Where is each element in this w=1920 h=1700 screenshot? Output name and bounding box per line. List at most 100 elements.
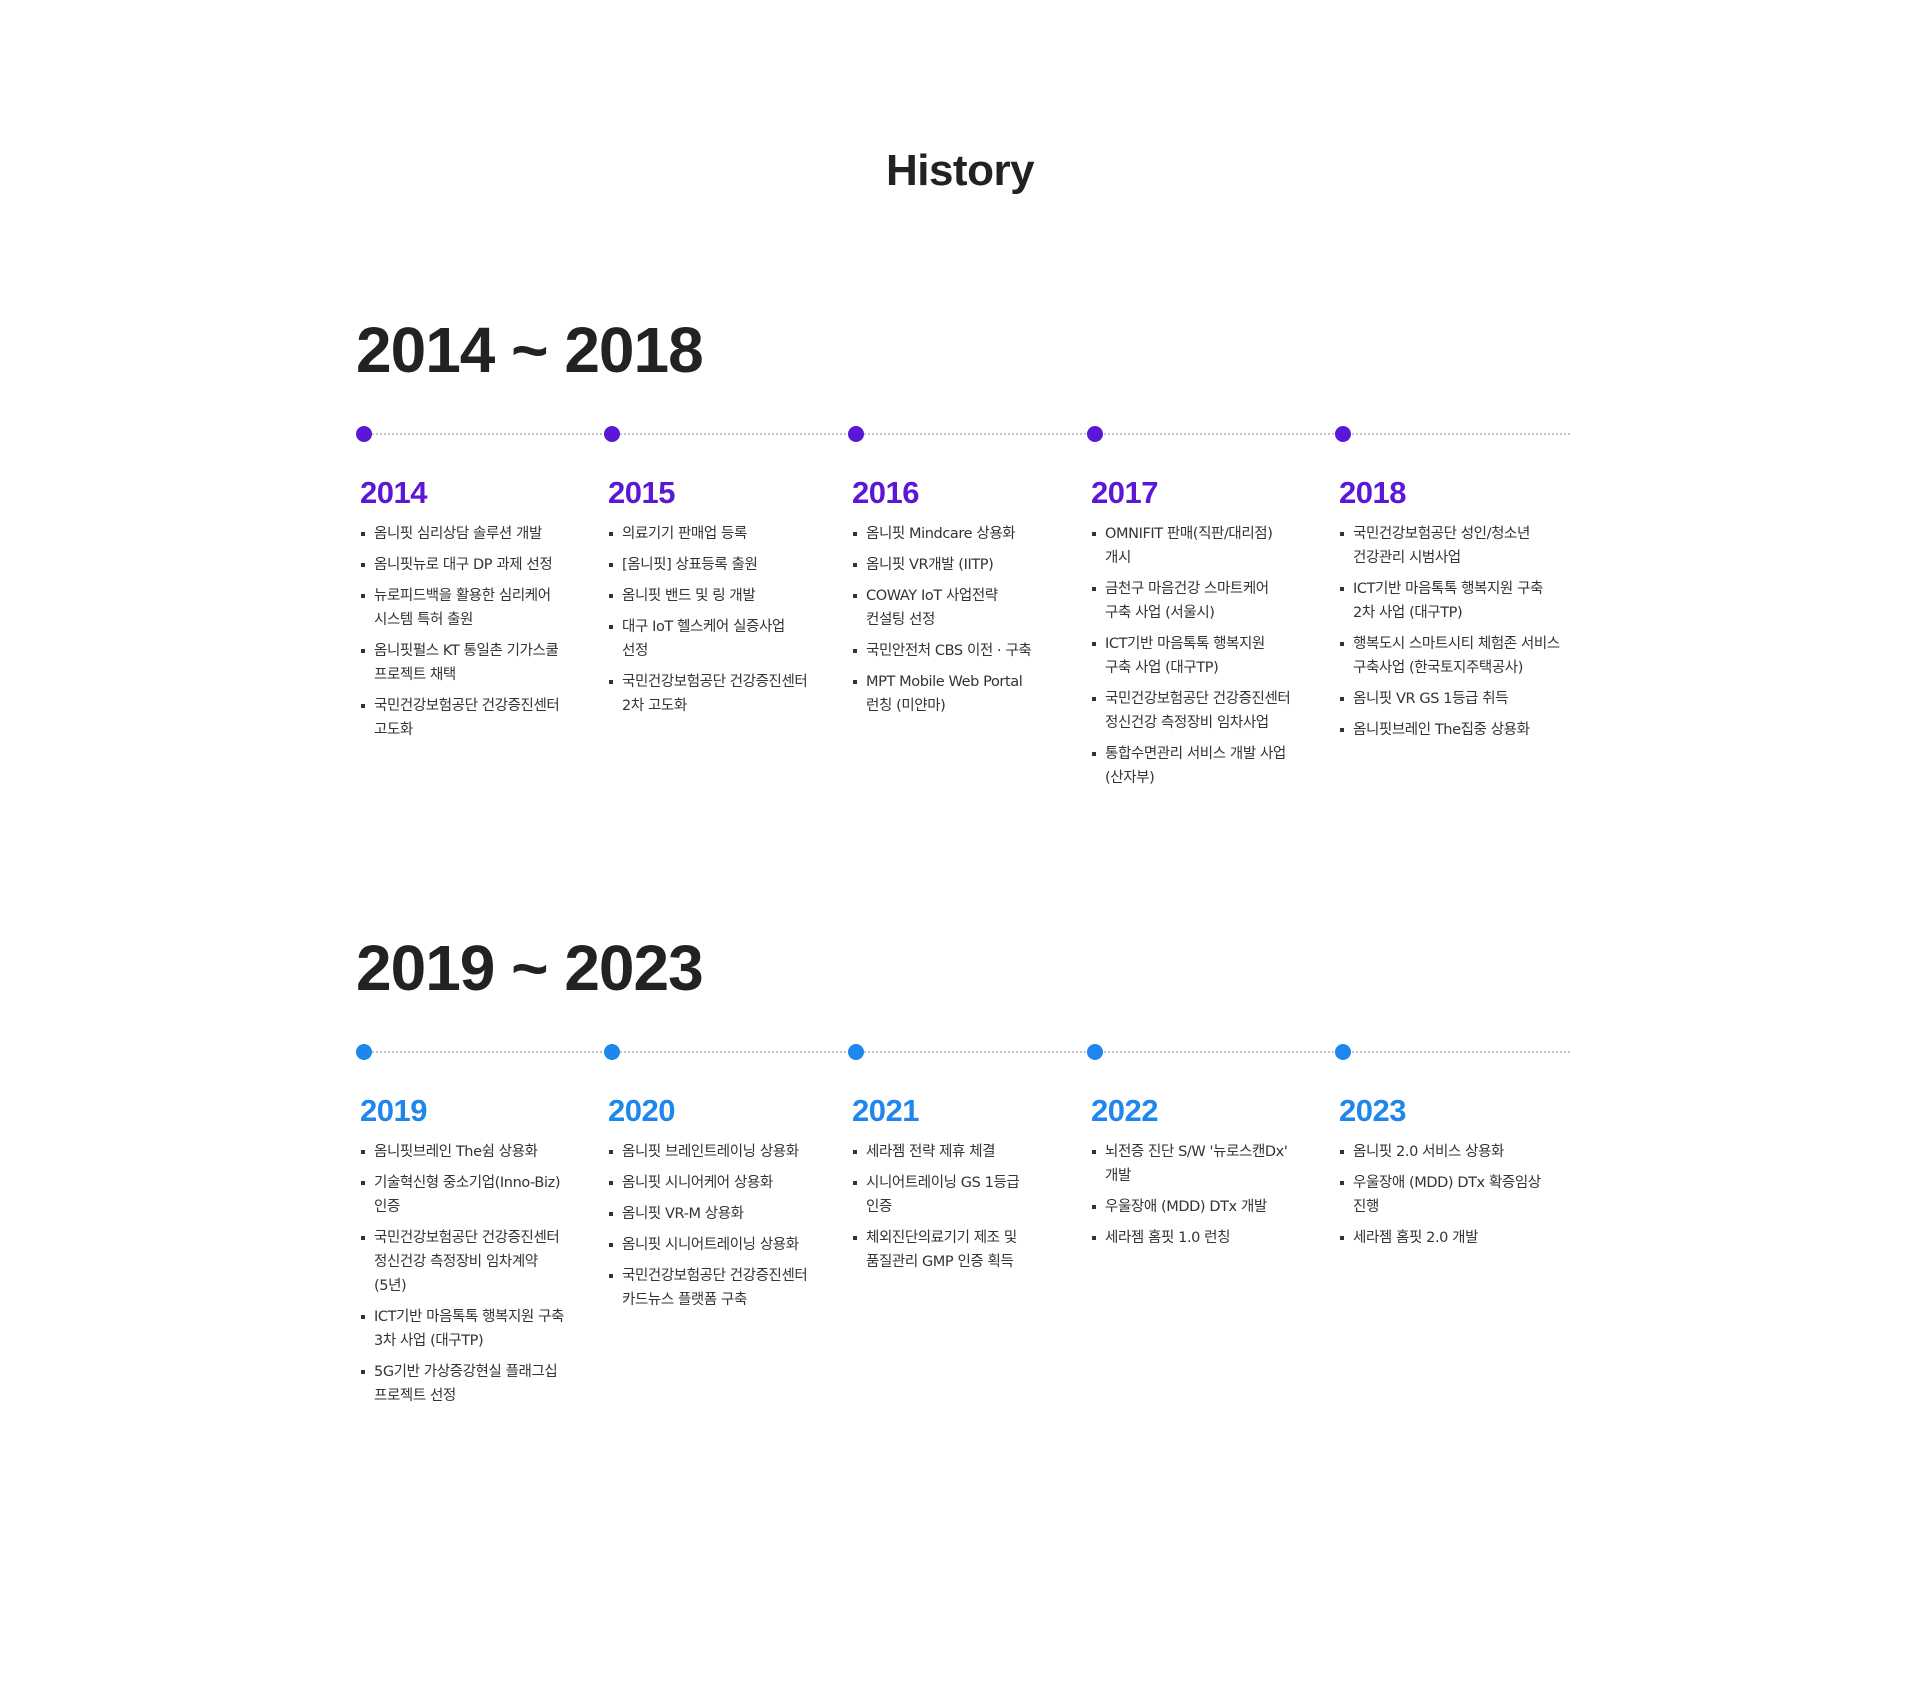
bullet-icon [853,649,857,653]
history-item-text: 선정 [622,643,648,659]
history-item-text: 건강관리 시범사업 [1353,550,1461,566]
history-item: 옴니핏 밴드 및 링 개발 [608,584,807,608]
bullet-icon [361,1315,365,1319]
history-item: 옴니핏 VR개발 (IITP) [852,553,1031,577]
year-column-2022: 2022 뇌전증 진단 S/W '뉴로스캔Dx' 개발 우울장애 (MDD) DTx … [1091,1095,1288,1257]
history-item-text: 컨설팅 선정 [866,612,935,628]
history-item: 국민건강보험공단 건강증진센터 정신건강 측정장비 임차계약 (5년) [360,1226,564,1298]
bullet-icon [609,594,613,598]
history-item-text: ICT기반 마음톡톡 행복지원 구축 [1353,581,1543,597]
timeline-dot-2021 [848,1044,864,1060]
bullet-icon [361,704,365,708]
year-label: 2017 [1091,475,1158,510]
history-item-text: 국민건강보험공단 건강증진센터 [622,674,808,690]
history-item-text: 뇌전증 진단 S/W '뉴로스캔Dx' [1105,1144,1288,1160]
timeline-dot-2015 [604,426,620,442]
era-heading: 2019 ~ 2023 [356,932,704,1004]
bullet-icon [609,1212,613,1216]
bullet-icon [361,563,365,567]
history-item-text: (산자부) [1105,770,1155,786]
history-item-text: 국민건강보험공단 건강증진센터 [374,1230,560,1246]
bullet-icon [853,1236,857,1240]
timeline-dot-2017 [1087,426,1103,442]
history-item-text: 옴니핏 심리상담 솔루션 개발 [374,526,542,542]
bullet-icon [853,1181,857,1185]
history-item-text: 프로젝트 채택 [374,667,456,683]
history-item-text: 국민안전처 CBS 이전 · 구축 [866,643,1032,659]
history-item: 국민건강보험공단 성인/청소년 건강관리 시범사업 [1339,522,1560,570]
history-item: 우울장애 (MDD) DTx 확증임상 진행 [1339,1171,1541,1219]
history-item: 옴니핏브레인 The집중 상용화 [1339,718,1560,742]
history-item: 뉴로피드백을 활용한 심리케어 시스템 특허 출원 [360,584,559,632]
year-column-2018: 2018 국민건강보험공단 성인/청소년 건강관리 시범사업 ICT기반 마음톡톡 행… [1339,477,1560,749]
history-item: 통합수면관리 서비스 개발 사업 (산자부) [1091,742,1290,790]
history-item-text: 5G기반 가상증강현실 플래그십 [374,1364,558,1380]
history-item-text: 국민건강보험공단 건강증진센터 [622,1268,808,1284]
history-item: 뇌전증 진단 S/W '뉴로스캔Dx' 개발 [1091,1140,1288,1188]
timeline-dotted-line [364,433,1570,435]
bullet-icon [853,680,857,684]
history-item-text: MPT Mobile Web Portal [866,674,1023,690]
timeline-dot-2022 [1087,1044,1103,1060]
era-2014-2018: 2014 ~ 2018 2014 옴니핏 심리상담 솔루션 개발 옴니핏뉴로 대구 … [356,318,1570,857]
bullet-icon [853,1150,857,1154]
bullet-icon [1340,697,1344,701]
history-item-text: 구축 사업 (서울시) [1105,605,1215,621]
page-title: History [885,146,1035,195]
history-item-text: 행복도시 스마트시티 체험존 서비스 [1353,636,1560,652]
history-item-text: ICT기반 마음톡톡 행복지원 [1105,636,1265,652]
bullet-icon [1340,532,1344,536]
history-item-text: 옴니핏 시니어트레이닝 상용화 [622,1237,799,1253]
history-item-text: [옴니핏] 상표등록 출원 [622,557,758,573]
history-item-text: 카드뉴스 플랫폼 구축 [622,1292,747,1308]
history-item: 세라젬 전략 제휴 체결 [852,1140,1019,1164]
year-label: 2020 [608,1093,675,1128]
bullet-icon [609,563,613,567]
history-item-text: (5년) [374,1278,407,1294]
history-item: 옴니핏 심리상담 솔루션 개발 [360,522,559,546]
history-item-text: 통합수면관리 서비스 개발 사업 [1105,746,1286,762]
history-item-text: 세라젬 홈핏 1.0 런칭 [1105,1230,1231,1246]
bullet-icon [1340,1236,1344,1240]
history-item: OMNIFIT 판매(직판/대리점) 개시 [1091,522,1290,570]
bullet-icon [609,625,613,629]
timeline-dot-2014 [356,426,372,442]
history-item: 국민건강보험공단 건강증진센터 고도화 [360,694,560,742]
history-item-text: 옴니핏 브레인트레이닝 상용화 [622,1144,799,1160]
history-item-text: 옴니핏뉴로 대구 DP 과제 선정 [374,557,553,573]
bullet-icon [1340,587,1344,591]
history-item-text: 우울장애 (MDD) DTx 개발 [1105,1199,1267,1215]
history-item-text: 옴니핏브레인 The쉼 상용화 [374,1144,538,1160]
history-item-text: 정신건강 측정장비 임차사업 [1105,715,1269,731]
year-label: 2023 [1339,1093,1406,1128]
bullet-icon [1092,1205,1096,1209]
history-item: 옴니핏브레인 The쉼 상용화 [360,1140,564,1164]
history-item-text: COWAY IoT 사업전략 [866,588,998,604]
history-item: 옴니핏 Mindcare 상용화 [852,522,1031,546]
timeline-dot-2019 [356,1044,372,1060]
history-item-text: 금천구 마음건강 스마트케어 [1105,581,1269,597]
history-item: 5G기반 가상증강현실 플래그십 프로젝트 선정 [360,1360,564,1408]
history-item: 기술혁신형 중소기업(Inno-Biz) 인증 [360,1171,564,1219]
history-item-text: 옴니핏 2.0 서비스 상용화 [1353,1144,1504,1160]
year-column-2021: 2021 세라젬 전략 제휴 체결 시니어트레이닝 GS 1등급 인증 체외진단의료기기… [852,1095,1020,1281]
history-item: [옴니핏] 상표등록 출원 [608,553,807,577]
bullet-icon [1340,1150,1344,1154]
history-item-text: 고도화 [374,722,413,738]
year-label: 2016 [852,475,919,510]
history-item: 우울장애 (MDD) DTx 개발 [1091,1195,1287,1219]
bullet-icon [361,649,365,653]
history-item: 옴니핏 시니어트레이닝 상용화 [608,1233,807,1257]
history-item: ICT기반 마음톡톡 행복지원 구축 3차 사업 (대구TP) [360,1305,564,1353]
history-item: 대구 IoT 헬스케어 실증사업 선정 [608,615,807,663]
history-item-text: ICT기반 마음톡톡 행복지원 구축 [374,1309,564,1325]
bullet-icon [853,594,857,598]
history-item-text: 기술혁신형 중소기업(Inno-Biz) [374,1175,561,1191]
history-item-text: 인증 [866,1199,892,1215]
year-label: 2019 [360,1093,427,1128]
history-item-text: 세라젬 전략 제휴 체결 [866,1144,996,1160]
bullet-icon [361,1370,365,1374]
